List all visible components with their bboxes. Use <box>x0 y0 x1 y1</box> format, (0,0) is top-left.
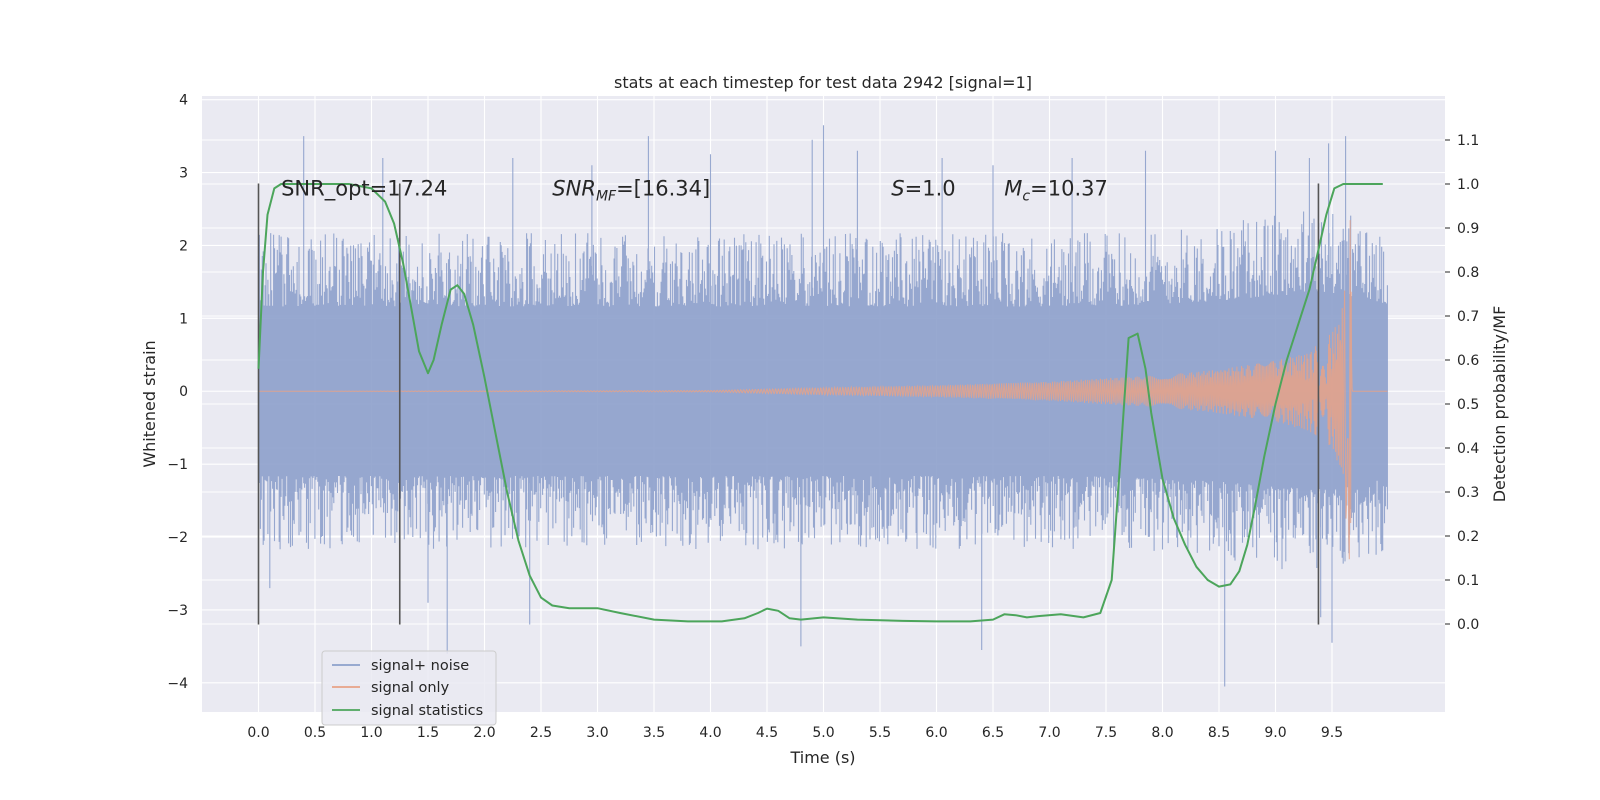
y-axis-ticks: 4 3 2 1 0 −1 −2 −3 −4 <box>167 93 188 692</box>
chart-title: stats at each timestep for test data 294… <box>614 73 1032 92</box>
legend-label-signal-statistics: signal statistics <box>371 703 483 719</box>
x-tick-label: 5.0 <box>812 725 834 741</box>
y-axis-label: Whitened strain <box>140 340 159 467</box>
y2-tick-label: 0.5 <box>1457 397 1479 413</box>
y2-tick-label: 0.9 <box>1457 221 1479 237</box>
y2-tick-label: 0.4 <box>1457 441 1479 457</box>
x-axis-label: Time (s) <box>789 748 855 767</box>
x-tick-label: 5.5 <box>869 725 891 741</box>
y-tick-label: 4 <box>179 93 188 109</box>
y-tick-label: 3 <box>179 166 188 182</box>
x-tick-label: 4.5 <box>756 725 778 741</box>
series-signal-statistics <box>257 183 1383 623</box>
y2-axis-ticks: 1.1 1.0 0.9 0.8 0.7 0.6 0.5 0.4 0.3 0.2 0.1 0.0 <box>1445 133 1479 633</box>
y-tick-label: −1 <box>167 457 188 473</box>
x-tick-label: 8.0 <box>1151 725 1173 741</box>
plot-area <box>257 125 1388 687</box>
y-tick-label: −2 <box>167 530 188 546</box>
x-tick-label: 7.0 <box>1038 725 1060 741</box>
y2-tick-label: 0.1 <box>1457 573 1479 589</box>
x-tick-label: 2.5 <box>530 725 552 741</box>
y2-axis-label: Detection probability/MF <box>1490 306 1509 503</box>
series-signal-only <box>258 220 1388 560</box>
x-tick-label: 7.5 <box>1095 725 1117 741</box>
x-tick-label: 0.5 <box>304 725 326 741</box>
y-tick-label: 0 <box>179 384 188 400</box>
y-tick-label: 2 <box>179 238 188 254</box>
x-axis-ticks: 0.0 0.5 1.0 1.5 2.0 2.5 3.0 3.5 4.0 4.5 5.0 5.5 6.0 6… <box>247 725 1343 741</box>
x-tick-label: 1.5 <box>417 725 439 741</box>
x-tick-label: 3.5 <box>643 725 665 741</box>
legend-box <box>321 650 497 726</box>
y-tick-label: −3 <box>167 603 188 619</box>
x-tick-label: 3.0 <box>586 725 608 741</box>
x-tick-label: 0.0 <box>247 725 269 741</box>
x-tick-label: 6.5 <box>982 725 1004 741</box>
legend-label-signal-plus-noise: signal+ noise <box>371 658 469 674</box>
annotation-text: SNR_opt=17.24 <box>281 176 447 201</box>
annotation-text: Mc=10.37 <box>1004 176 1108 204</box>
x-tick-label: 4.0 <box>699 725 721 741</box>
y-tick-label: −4 <box>167 676 188 692</box>
x-tick-label: 2.0 <box>473 725 495 741</box>
y2-tick-label: 0.2 <box>1457 529 1479 545</box>
x-tick-label: 9.5 <box>1321 725 1343 741</box>
y2-tick-label: 0.6 <box>1457 353 1479 369</box>
signal-trace <box>258 220 1388 560</box>
y2-tick-label: 1.1 <box>1457 133 1479 149</box>
x-tick-label: 9.0 <box>1264 725 1286 741</box>
y2-tick-label: 0.3 <box>1457 485 1479 501</box>
annotations: SNR_opt=17.24 SNRMF=[16.34] S=1.0 Mc=10.37 <box>281 176 1108 204</box>
statistics-line <box>257 183 1383 623</box>
y2-tick-label: 0.8 <box>1457 265 1479 281</box>
y2-tick-label: 0.0 <box>1457 617 1479 633</box>
legend-label-signal-only: signal only <box>371 680 450 696</box>
legend: signal+ noise signal only signal statist… <box>321 650 497 726</box>
annotation-text: S=1.0 <box>891 176 955 200</box>
y2-tick-label: 1.0 <box>1457 177 1479 193</box>
x-tick-label: 1.0 <box>360 725 382 741</box>
x-tick-label: 8.5 <box>1208 725 1230 741</box>
y-tick-label: 1 <box>179 311 188 327</box>
x-tick-label: 6.0 <box>925 725 947 741</box>
vertical-markers <box>257 183 1320 625</box>
annotation-text: SNRMF=[16.34] <box>552 176 710 204</box>
y2-tick-label: 0.7 <box>1457 309 1479 325</box>
